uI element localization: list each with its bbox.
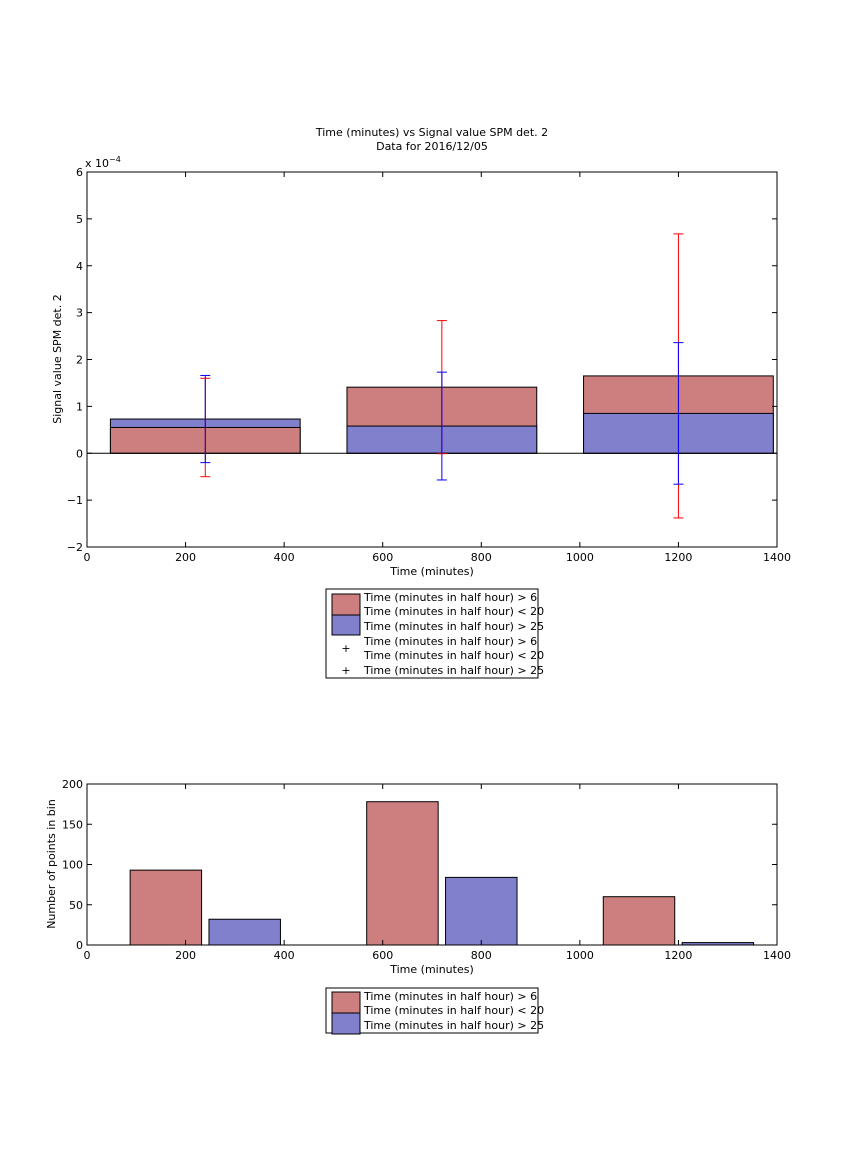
legend-swatch-blue (331, 1012, 361, 1035)
x-tick-label: 1400 (763, 551, 791, 564)
chart-subtitle: Data for 2016/12/05 (376, 140, 488, 153)
legend-box (325, 588, 539, 679)
y-tick-label: 1 (76, 400, 83, 413)
y-axis-label: Signal value SPM det. 2 (51, 294, 64, 424)
legend-swatch-red (331, 593, 361, 616)
y-tick-label: −2 (67, 541, 83, 554)
x-tick-label: 800 (471, 949, 492, 962)
bar-series-blue (445, 876, 518, 946)
x-tick-label: 200 (175, 949, 196, 962)
y-tick-label: 4 (76, 260, 83, 273)
legend-label: Time (minutes in half hour) > 6 (363, 591, 537, 604)
y-tick-label: 0 (76, 447, 83, 460)
legend-marker-blue: + (341, 664, 350, 677)
x-tick-label: 600 (372, 949, 393, 962)
y-tick-label: 100 (62, 859, 83, 872)
x-tick-label: 0 (84, 551, 91, 564)
x-tick-label: 600 (372, 551, 393, 564)
legend-label: Time (minutes in half hour) < 20 (363, 605, 544, 618)
legend-label: Time (minutes in half hour) > 25 (363, 664, 544, 677)
x-axis-label: Time (minutes) (389, 963, 474, 976)
y-tick-label: 0 (76, 939, 83, 952)
chart-title: Time (minutes) vs Signal value SPM det. … (315, 126, 548, 139)
legend: Time (minutes in half hour) > 6 Time (mi… (325, 588, 544, 679)
legend-label: Time (minutes in half hour) > 25 (363, 620, 544, 633)
x-tick-label: 400 (274, 949, 295, 962)
x-tick-label: 1000 (566, 949, 594, 962)
y-tick-label: 5 (76, 213, 83, 226)
y-exponent-label: x 10−4 (85, 155, 121, 170)
legend-label: Time (minutes in half hour) > 6 (363, 990, 537, 1003)
legend-marker-red: + (341, 642, 350, 655)
bar-group (129, 801, 755, 946)
legend-label: Time (minutes in half hour) < 20 (363, 649, 544, 662)
y-axis-ticks: −2 −1 0 1 2 3 4 5 6 (67, 166, 777, 554)
x-axis-ticks: 0 200 400 600 800 1000 1200 1400 (84, 172, 791, 564)
bar-series-blue (208, 918, 281, 946)
legend-label: Time (minutes in half hour) < 20 (363, 1004, 544, 1017)
y-tick-label: 200 (62, 778, 83, 791)
y-axis-ticks: 0 50 100 150 200 (62, 778, 777, 952)
legend-label: Time (minutes in half hour) > 6 (363, 635, 537, 648)
x-axis-ticks: 0 200 400 600 800 1000 1200 1400 (84, 784, 791, 962)
x-axis-label: Time (minutes) (389, 565, 474, 578)
legend-box (325, 987, 539, 1034)
x-tick-label: 1400 (763, 949, 791, 962)
y-tick-label: 150 (62, 818, 83, 831)
y-tick-label: 6 (76, 166, 83, 179)
x-tick-label: 400 (274, 551, 295, 564)
errorbar-group (200, 233, 684, 519)
y-axis-label: Number of points in bin (45, 799, 58, 929)
y-tick-label: 2 (76, 354, 83, 367)
x-tick-label: 1000 (566, 551, 594, 564)
x-tick-label: 200 (175, 551, 196, 564)
y-tick-label: 3 (76, 307, 83, 320)
x-tick-label: 0 (84, 949, 91, 962)
bar-series-red (366, 801, 439, 946)
y-tick-label: −1 (67, 494, 83, 507)
legend-label: Time (minutes in half hour) > 25 (363, 1019, 544, 1032)
bar-series-red (602, 896, 676, 946)
signal-chart: Time (minutes) vs Signal value SPM det. … (51, 126, 791, 679)
legend: Time (minutes in half hour) > 6 Time (mi… (325, 987, 544, 1035)
x-tick-label: 1200 (664, 551, 692, 564)
legend-swatch-blue (331, 614, 361, 636)
x-tick-label: 1200 (664, 949, 692, 962)
count-chart: 0 200 400 600 800 1000 1200 1400 0 50 100 150 200 T… (45, 778, 791, 1035)
legend-swatch-red (331, 991, 361, 1014)
x-tick-label: 800 (471, 551, 492, 564)
bar-series-red (129, 869, 203, 946)
y-tick-label: 50 (69, 899, 83, 912)
